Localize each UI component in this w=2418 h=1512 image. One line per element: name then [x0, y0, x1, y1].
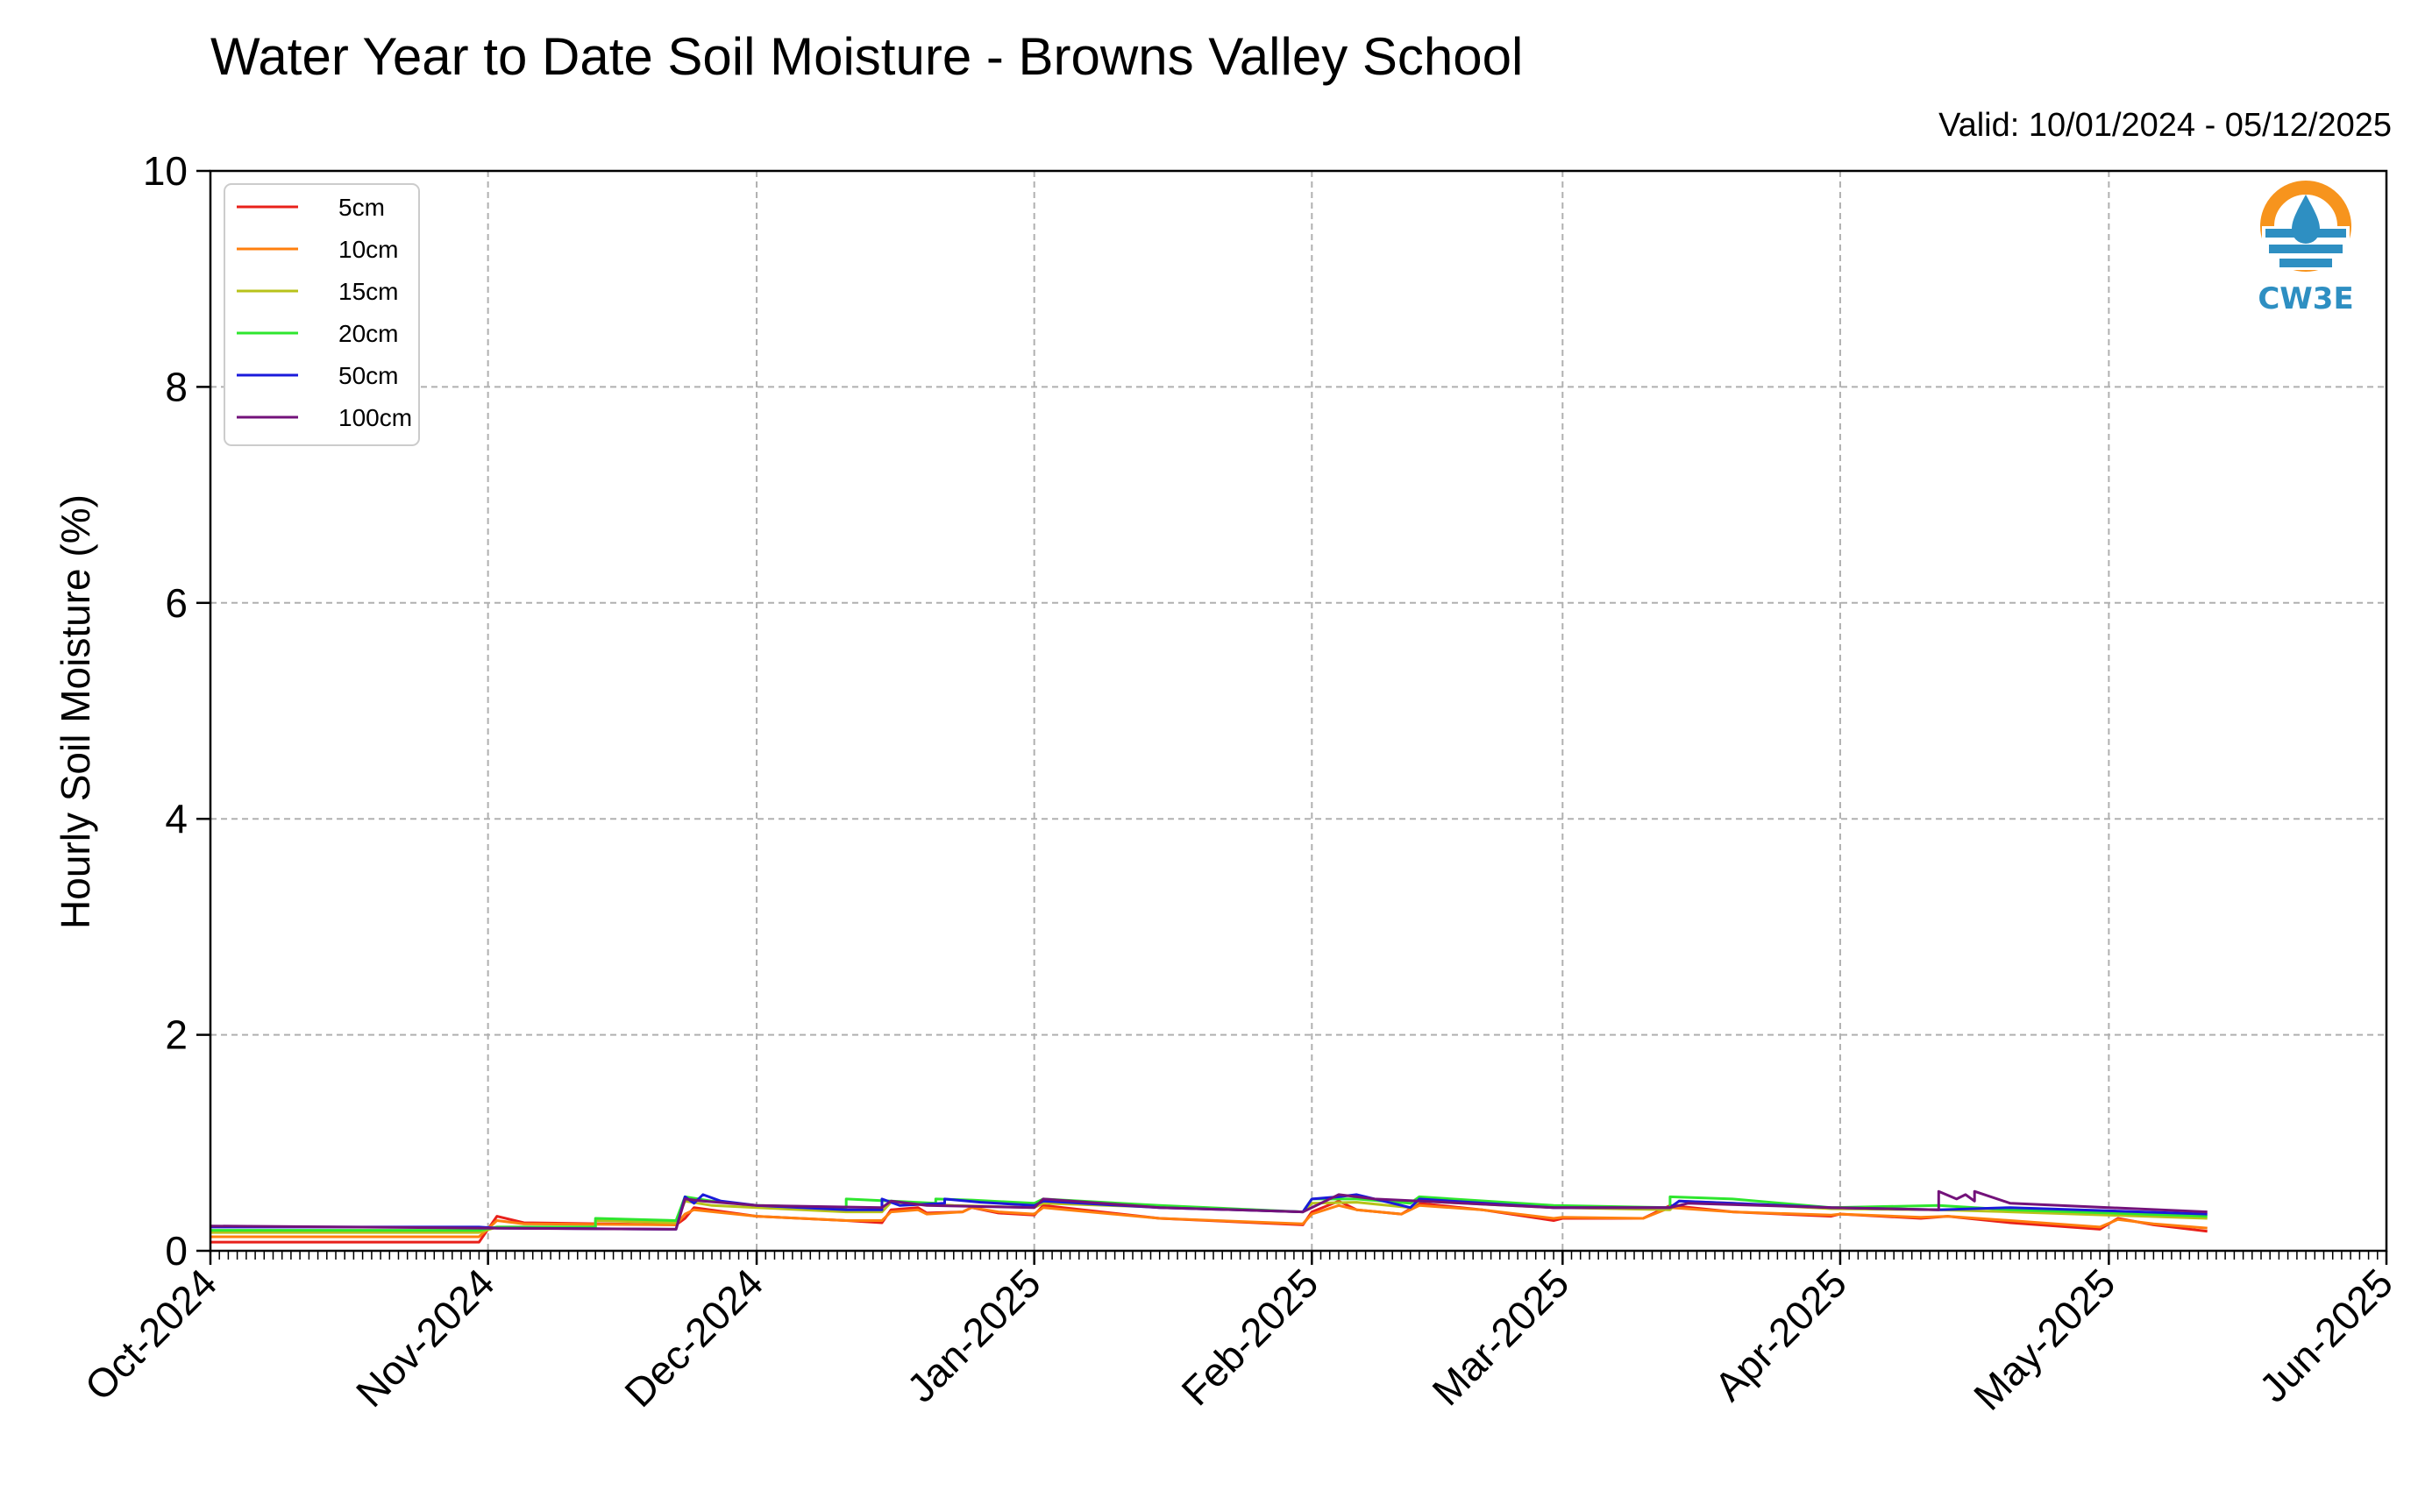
chart-subtitle: Valid: 10/01/2024 - 05/12/2025	[1938, 107, 2392, 144]
series-layer	[210, 1189, 2208, 1244]
x-tick-label: Feb-2025	[1172, 1260, 1326, 1414]
y-tick-label: 8	[165, 364, 188, 409]
logo-text: CW3E	[2258, 281, 2353, 316]
series-line-10cm	[210, 1203, 2208, 1239]
grid-layer	[210, 170, 2386, 1251]
x-tick-label: Nov-2024	[347, 1260, 503, 1416]
legend-label-20cm: 20cm	[338, 320, 398, 347]
legend: 5cm 10cm 15cm 20cm 50cm 100cm	[224, 183, 420, 446]
x-tick-label: Oct-2024	[76, 1260, 226, 1409]
y-tick-label: 6	[165, 580, 188, 626]
x-tick-label: May-2025	[1965, 1260, 2123, 1418]
legend-label-100cm: 100cm	[338, 404, 412, 431]
y-tick-label: 4	[165, 796, 188, 841]
y-axis-label: Hourly Soil Moisture (%)	[53, 494, 98, 929]
x-minor-ticks	[210, 1251, 2387, 1260]
x-tick-label: Mar-2025	[1423, 1260, 1577, 1414]
x-tick-label: Dec-2024	[615, 1260, 772, 1416]
chart-title: Water Year to Date Soil Moisture - Brown…	[210, 27, 1524, 86]
legend-label-5cm: 5cm	[338, 194, 385, 221]
cw3e-logo: CW3E	[2258, 181, 2354, 316]
plot-frame	[209, 169, 2388, 1253]
legend-label-10cm: 10cm	[338, 236, 398, 263]
x-tick-label: Apr-2025	[1705, 1260, 1855, 1409]
series-line-100cm	[210, 1189, 2208, 1231]
y-tick-label: 10	[143, 148, 188, 194]
y-tick-label: 2	[165, 1012, 188, 1058]
series-line-20cm	[210, 1195, 2208, 1232]
y-tick-label: 0	[165, 1228, 188, 1274]
legend-label-50cm: 50cm	[338, 362, 398, 389]
x-tick-label: Jun-2025	[2251, 1260, 2401, 1410]
x-tick-label: Jan-2025	[898, 1260, 1049, 1410]
series-line-50cm	[210, 1193, 2208, 1231]
water-drop-icon	[2292, 195, 2320, 244]
legend-label-15cm: 15cm	[338, 278, 398, 305]
